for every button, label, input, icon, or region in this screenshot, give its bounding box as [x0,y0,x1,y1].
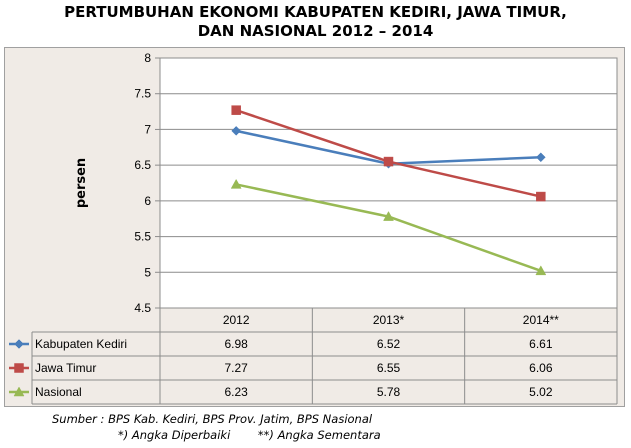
x-tick-label: 2012 [223,313,250,327]
data-label: 5.02 [529,385,553,399]
data-point [535,152,546,163]
x-tick-label: 2014** [523,313,559,327]
legend-key-marker [14,363,24,373]
data-point [383,211,394,221]
y-tick-label: 4.5 [134,301,151,315]
chart-title-line-1: PERTUMBUHAN EKONOMI KABUPATEN KEDIRI, JA… [64,3,567,21]
y-tick-label: 5.5 [134,230,151,244]
footnotes: *) Angka Diperbaiki **) Angka Sementara [118,427,381,443]
footnote-provisional: **) Angka Sementara [257,428,381,442]
data-label: 6.98 [224,337,248,351]
plot-area [160,58,617,308]
y-tick-label: 6.5 [134,158,151,172]
legend-entry: Kabupaten Kediri [35,337,127,351]
data-label: 6.23 [224,385,248,399]
legend-key-marker [14,339,24,349]
data-label: 6.52 [377,337,401,351]
y-tick-label: 5 [144,265,151,279]
data-point [230,178,242,189]
data-label: 6.61 [529,337,553,351]
data-point [383,156,394,167]
y-axis-label: persen [74,158,89,208]
data-point [231,105,241,115]
data-label: 6.55 [377,361,401,375]
plot-border [159,57,618,309]
legend-entry: Nasional [35,385,82,399]
chart-title-line-2: DAN NASIONAL 2012 – 2014 [197,22,434,40]
legend-entry: Jawa Timur [35,361,96,375]
line-chart: 4.5 5 5.5 6 6.5 7 7.5 8 persen 2012 2013* 2014** Kab… [9,51,618,405]
data-label: 5.78 [377,385,401,399]
source-note: Sumber : BPS Kab. Kediri, BPS Prov. Jati… [52,412,373,426]
y-tick-label: 6 [144,194,151,208]
footnote-revised: *) Angka Diperbaiki [118,428,231,442]
data-point [231,126,242,136]
legend-key-marker [13,386,25,397]
data-table [31,308,618,405]
data-label: 7.27 [224,361,248,375]
y-tick-label: 7 [144,122,151,136]
data-label: 6.06 [529,361,553,375]
chart-title: PERTUMBUHAN EKONOMI KABUPATEN KEDIRI, JA… [0,3,631,41]
data-point [535,265,547,276]
x-tick-label: 2013* [373,313,405,327]
y-tick-label: 7.5 [134,87,151,101]
chart-area: 4.5 5 5.5 6 6.5 7 7.5 8 persen 2012 2013* 2014** Kab… [4,47,625,407]
data-point [536,191,546,202]
y-tick-label: 8 [144,51,151,65]
